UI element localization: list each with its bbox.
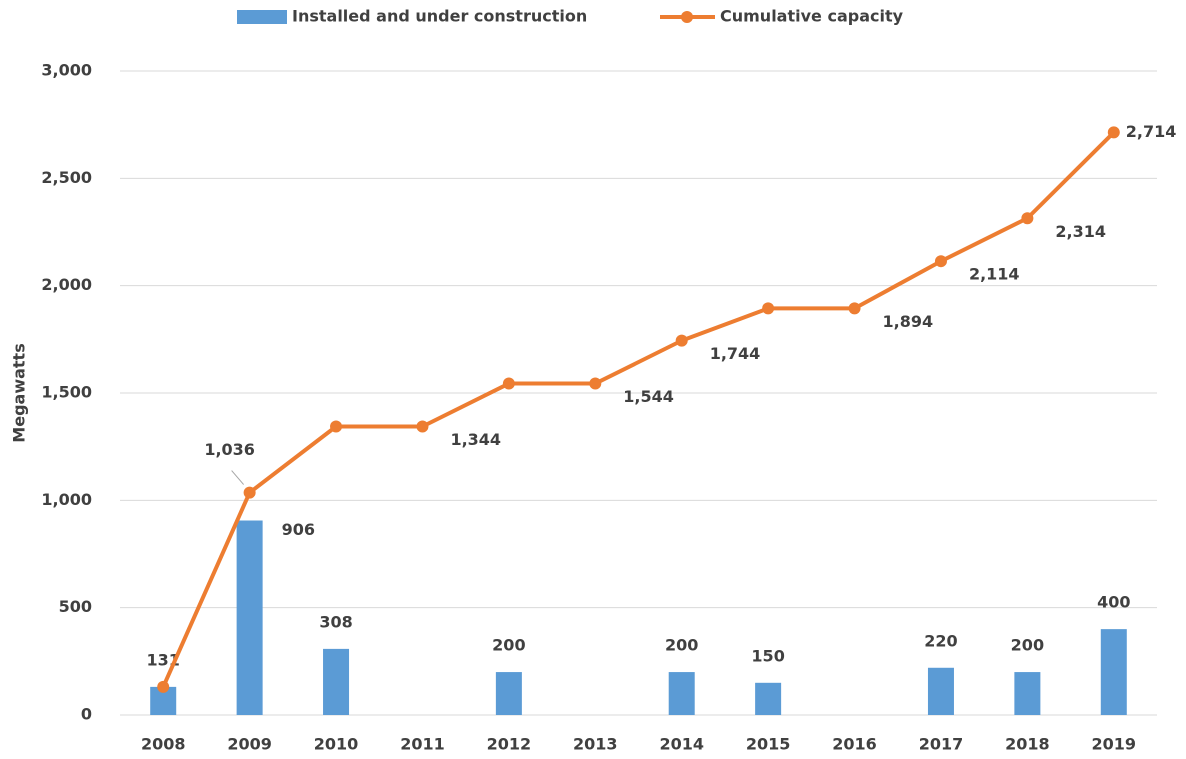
- bar-value-label: 200: [492, 636, 525, 655]
- line-point: [157, 680, 170, 693]
- line-value-label: 2,714: [1126, 122, 1177, 141]
- bar: [236, 520, 263, 715]
- bar: [755, 682, 782, 715]
- y-tick-label: 2,000: [41, 275, 92, 294]
- x-tick-label: 2019: [1092, 735, 1137, 754]
- bar: [1100, 629, 1127, 715]
- line-value-label: 1,544: [623, 387, 674, 406]
- bar-value-label: 308: [319, 612, 352, 631]
- x-tick-label: 2011: [400, 735, 445, 754]
- bar-value-label: 220: [924, 631, 957, 650]
- line-value-label: 1,894: [883, 312, 934, 331]
- line-value-label: 2,114: [969, 265, 1020, 284]
- line-value-label: 1,036: [204, 440, 255, 459]
- y-tick-label: 3,000: [41, 61, 92, 80]
- bar: [1014, 672, 1041, 715]
- x-tick-label: 2017: [919, 735, 964, 754]
- line-point: [848, 302, 861, 315]
- line-point: [1107, 126, 1120, 139]
- x-tick-label: 2018: [1005, 735, 1050, 754]
- x-tick-label: 2010: [314, 735, 359, 754]
- line-point: [589, 377, 602, 390]
- bar-value-label: 400: [1097, 593, 1130, 612]
- line-point: [416, 420, 429, 433]
- bar: [323, 648, 350, 715]
- legend-swatch: [237, 10, 287, 24]
- y-axis-label: Megawatts: [10, 343, 29, 442]
- line-value-label: 1,344: [450, 430, 501, 449]
- bar-value-label: 150: [751, 646, 784, 665]
- x-tick-label: 2013: [573, 735, 618, 754]
- legend-label: Cumulative capacity: [720, 7, 904, 26]
- line-point: [762, 302, 775, 315]
- line-point: [502, 377, 515, 390]
- x-tick-label: 2012: [487, 735, 532, 754]
- y-tick-label: 500: [59, 597, 92, 616]
- y-tick-label: 1,000: [41, 490, 92, 509]
- line: [161, 130, 1116, 688]
- bar-value-label: 200: [665, 636, 698, 655]
- line-point: [1021, 212, 1034, 225]
- bar: [668, 672, 695, 715]
- line-value-label: 2,314: [1055, 222, 1106, 241]
- y-tick-label: 2,500: [41, 168, 92, 187]
- legend-label: Installed and under construction: [292, 7, 587, 26]
- line-point: [330, 420, 343, 433]
- bar-value-label: 200: [1011, 636, 1044, 655]
- line-point: [243, 486, 256, 499]
- x-tick-label: 2015: [746, 735, 791, 754]
- line-value-label: 1,744: [710, 344, 761, 363]
- x-tick-label: 2014: [659, 735, 704, 754]
- y-tick-label: 1,500: [41, 383, 92, 402]
- bar: [495, 672, 522, 715]
- line-point: [934, 255, 947, 268]
- x-tick-label: 2016: [832, 735, 877, 754]
- x-tick-label: 2008: [141, 735, 186, 754]
- line-point: [675, 334, 688, 347]
- x-tick-label: 2009: [227, 735, 272, 754]
- y-tick-label: 0: [81, 705, 92, 724]
- legend-swatch: [681, 11, 693, 23]
- bar-value-label: 906: [282, 520, 315, 539]
- bar: [927, 667, 954, 715]
- leader-line: [231, 470, 245, 485]
